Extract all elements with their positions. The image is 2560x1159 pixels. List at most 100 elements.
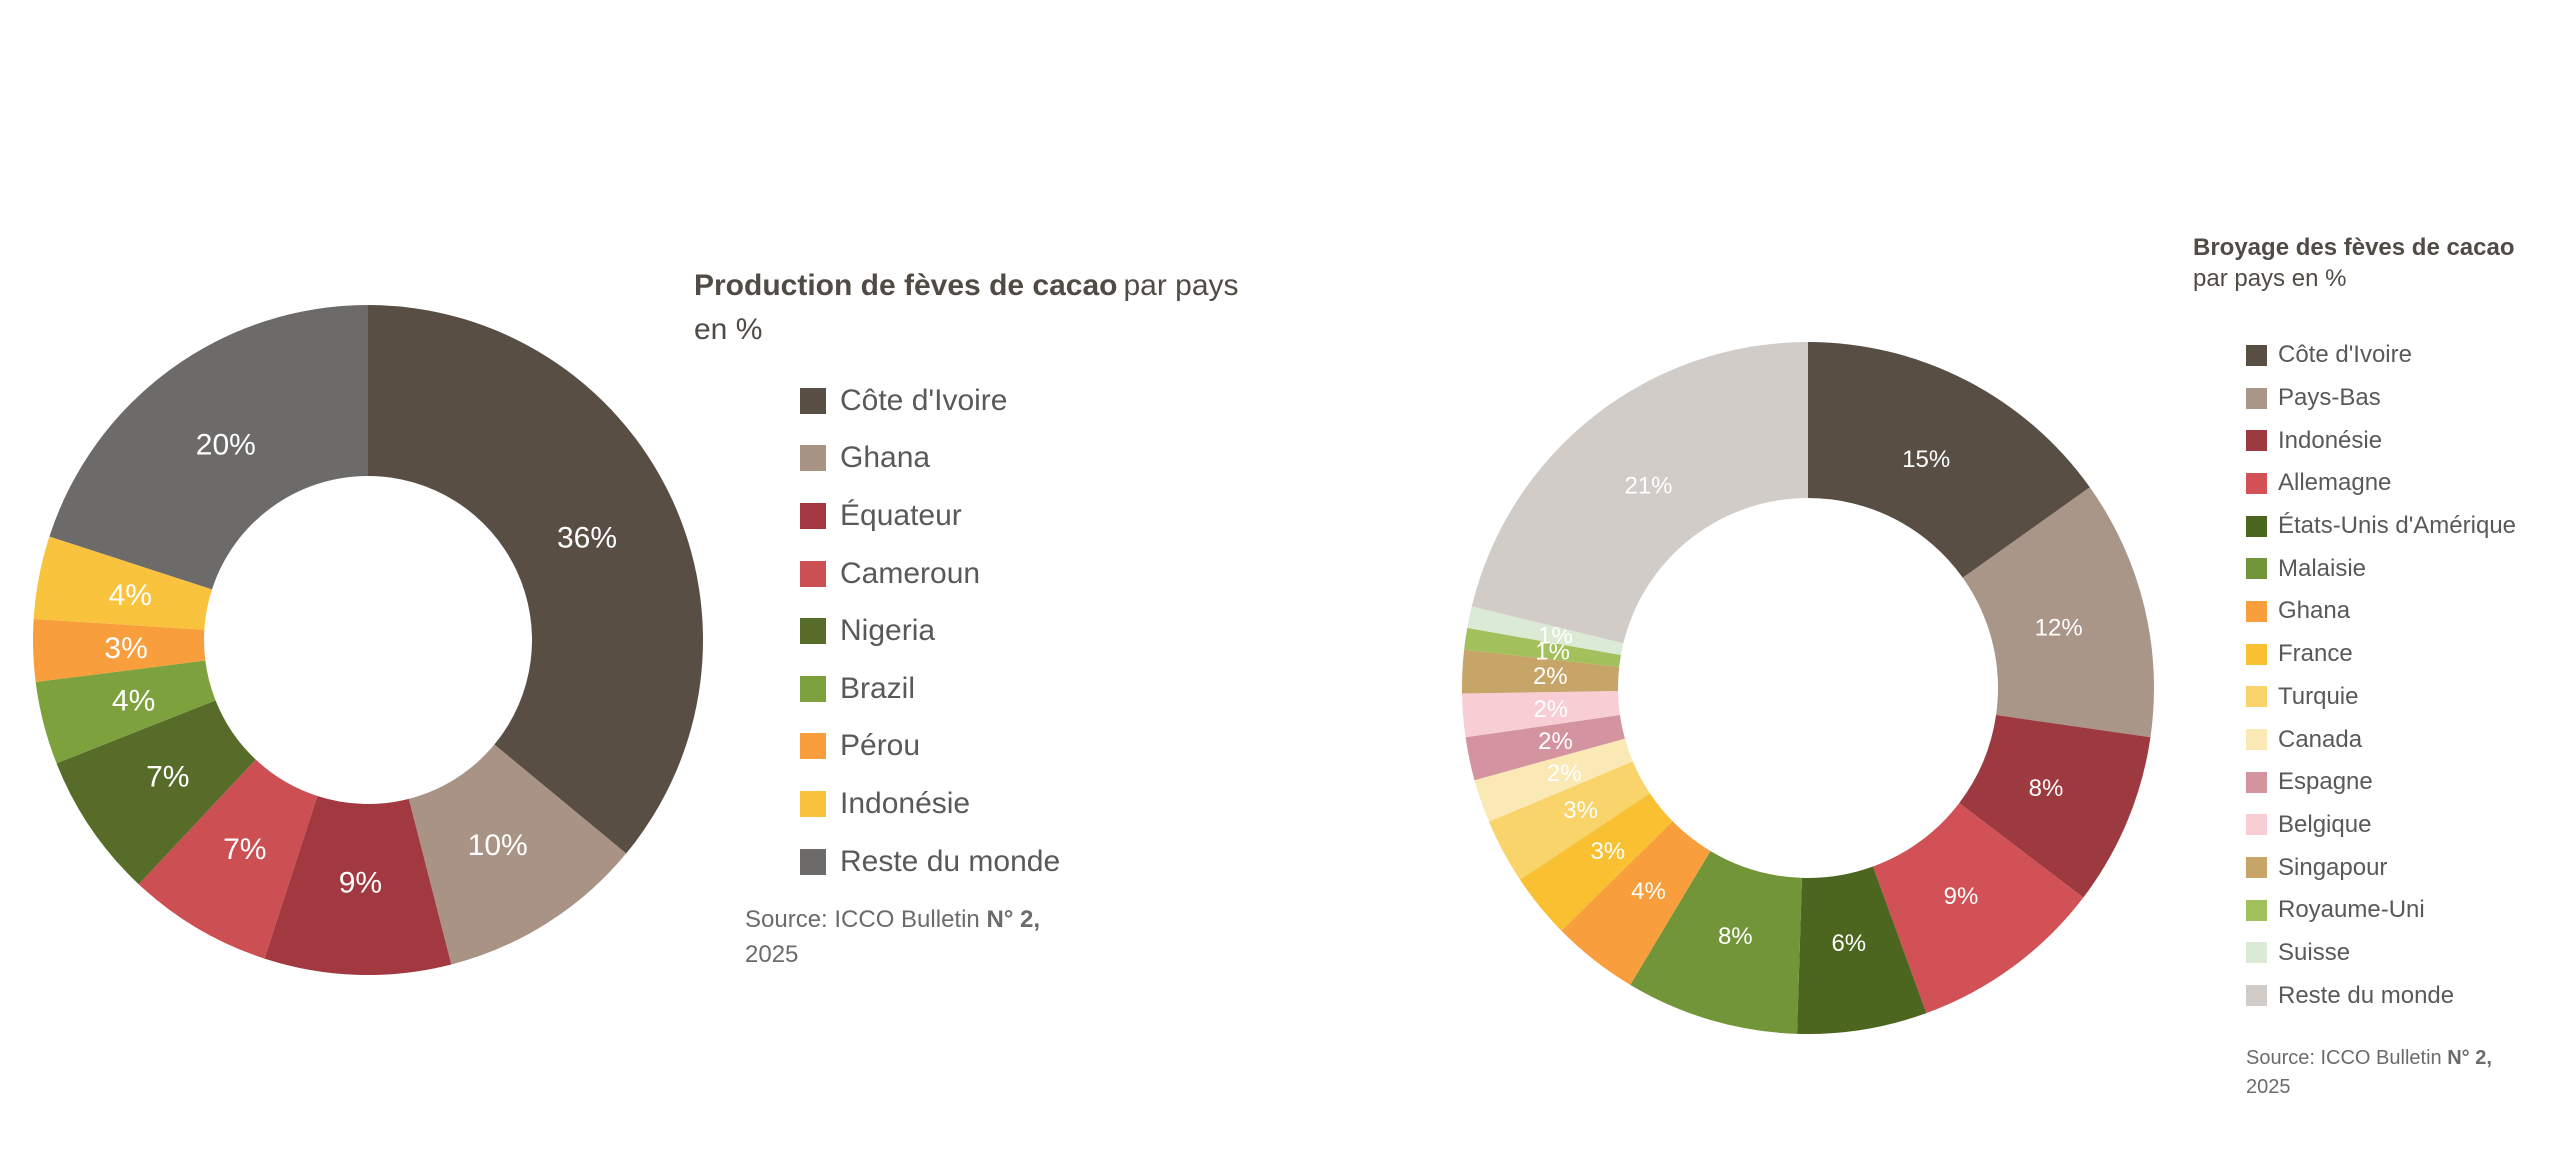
broyage-chart-title: Broyage des fèves de cacao par pays en % <box>2193 232 2560 294</box>
legend-item-0: Côte d'Ivoire <box>800 372 1060 430</box>
donut-slice-5 <box>35 660 216 764</box>
production-chart-title-bold: Production de fèves de cacao <box>694 269 1118 302</box>
legend-label: Ghana <box>2278 597 2351 625</box>
donut-slice-10 <box>1465 715 1625 781</box>
legend-item-7: France <box>2246 633 2516 676</box>
legend-label: Allemagne <box>2278 469 2392 497</box>
legend-item-9: Canada <box>2246 718 2516 761</box>
slice-label-7: 4% <box>109 579 152 612</box>
slice-label-4: 7% <box>146 761 189 794</box>
legend-swatch-icon <box>2246 729 2267 751</box>
legend-swatch-icon <box>2246 472 2267 494</box>
legend-swatch-icon <box>2246 387 2267 409</box>
slice-label-12: 2% <box>1533 663 1568 690</box>
source-number: N° 2, <box>2447 1047 2492 1069</box>
legend-item-4: Nigeria <box>800 602 1060 660</box>
legend-item-11: Belgique <box>2246 804 2516 847</box>
donut-slice-4 <box>1797 866 1927 1035</box>
source-prefix: Source: ICCO Bulletin <box>745 906 987 933</box>
slice-label-5: 8% <box>1718 923 1753 950</box>
donut-slice-13 <box>1464 627 1621 667</box>
slice-label-1: 12% <box>2035 615 2083 642</box>
donut-slice-11 <box>1462 691 1620 738</box>
legend-swatch-icon <box>2246 643 2267 665</box>
legend-item-10: Espagne <box>2246 761 2516 804</box>
donut-slice-0 <box>1808 342 2090 578</box>
legend-label: Canada <box>2278 725 2363 753</box>
legend-item-1: Ghana <box>800 430 1060 488</box>
legend-item-3: Cameroun <box>800 545 1060 603</box>
legend-label: Côte d'Ivoire <box>2278 341 2412 369</box>
legend-label: Royaume-Uni <box>2278 896 2425 924</box>
legend-label: France <box>2278 640 2353 668</box>
donut-slice-15 <box>1471 342 1808 644</box>
slice-label-1: 10% <box>468 829 528 862</box>
source-number: N° 2, <box>986 906 1041 933</box>
slice-label-8: 3% <box>1563 797 1598 824</box>
source-line-2: 2025 <box>745 941 799 968</box>
legend-swatch-icon <box>2246 814 2267 836</box>
slice-label-3: 9% <box>1944 883 1979 910</box>
legend-label: Côte d'Ivoire <box>840 383 1008 417</box>
slice-label-8: 20% <box>196 429 256 462</box>
source-prefix: Source: ICCO Bulletin <box>2246 1047 2448 1069</box>
donut-slice-8 <box>49 305 369 590</box>
donut-slice-8 <box>1488 761 1650 880</box>
legend-item-15: Reste du monde <box>2246 974 2516 1017</box>
donut-slice-7 <box>1519 793 1673 931</box>
broyage-chart-legend: Côte d'Ivoire Pays-Bas Indonésie Allemagne É… <box>2246 334 2516 1017</box>
slice-label-6: 4% <box>1631 878 1666 905</box>
legend-swatch-icon <box>800 502 826 529</box>
legend-item-5: Brazil <box>800 660 1060 718</box>
legend-label: Pérou <box>840 729 921 763</box>
slice-label-2: 9% <box>339 866 382 899</box>
legend-item-8: Turquie <box>2246 676 2516 719</box>
legend-label: Espagne <box>2278 768 2373 796</box>
production-chart-source: Source: ICCO Bulletin N° 2, 2025 <box>745 902 1040 972</box>
slice-label-2: 8% <box>2029 775 2064 802</box>
legend-item-7: Indonésie <box>800 775 1060 833</box>
legend-swatch-icon <box>800 618 826 645</box>
slice-label-4: 6% <box>1831 930 1866 957</box>
legend-swatch-icon <box>2246 985 2267 1007</box>
legend-item-14: Suisse <box>2246 932 2516 975</box>
donut-slice-6 <box>32 618 206 682</box>
legend-swatch-icon <box>2246 857 2267 879</box>
slice-label-11: 2% <box>1533 696 1568 723</box>
legend-swatch-icon <box>2246 686 2267 708</box>
broyage-chart-source: Source: ICCO Bulletin N° 2, 2025 <box>2246 1044 2492 1102</box>
legend-label: États-Unis d'Amérique <box>2278 512 2517 540</box>
legend-item-12: Singapour <box>2246 846 2516 889</box>
legend-label: Brazil <box>840 671 916 705</box>
legend-label: Reste du monde <box>2278 981 2455 1009</box>
legend-item-8: Reste du monde <box>800 833 1060 891</box>
legend-label: Indonésie <box>2278 426 2383 454</box>
legend-swatch-icon <box>2246 771 2267 793</box>
slice-label-5: 4% <box>112 685 155 718</box>
legend-swatch-icon <box>2246 430 2267 452</box>
legend-swatch-icon <box>2246 899 2267 921</box>
legend-label: Nigeria <box>840 614 936 648</box>
legend-label: Singapour <box>2278 853 2388 881</box>
legend-label: Turquie <box>2278 682 2359 710</box>
legend-item-6: Pérou <box>800 718 1060 776</box>
production-donut-chart: 36% 10% 9% 7% 7% 4% 3% 4% 20% <box>32 305 704 976</box>
legend-swatch-icon <box>800 445 826 472</box>
legend-label: Ghana <box>840 441 931 475</box>
legend-swatch-icon <box>800 733 826 760</box>
source-line-2: 2025 <box>2246 1076 2291 1098</box>
legend-item-3: Allemagne <box>2246 462 2516 505</box>
donut-slice-6 <box>1561 821 1711 985</box>
donut-slice-3 <box>138 759 318 959</box>
broyage-chart-title-bold: Broyage des fèves de cacao <box>2193 234 2515 261</box>
slice-label-9: 2% <box>1547 760 1582 787</box>
source-line-1: Source: ICCO Bulletin N° 2, <box>745 902 1040 937</box>
slice-label-6: 3% <box>104 632 147 665</box>
legend-label: Cameroun <box>840 556 981 590</box>
production-chart-title: Production de fèves de cacao par pays en … <box>694 264 1260 352</box>
legend-item-6: Ghana <box>2246 590 2516 633</box>
legend-label: Belgique <box>2278 810 2372 838</box>
production-chart-title-regular: par pays en % <box>694 269 1239 346</box>
donut-slice-14 <box>1467 606 1624 656</box>
slice-label-7: 3% <box>1590 838 1625 865</box>
